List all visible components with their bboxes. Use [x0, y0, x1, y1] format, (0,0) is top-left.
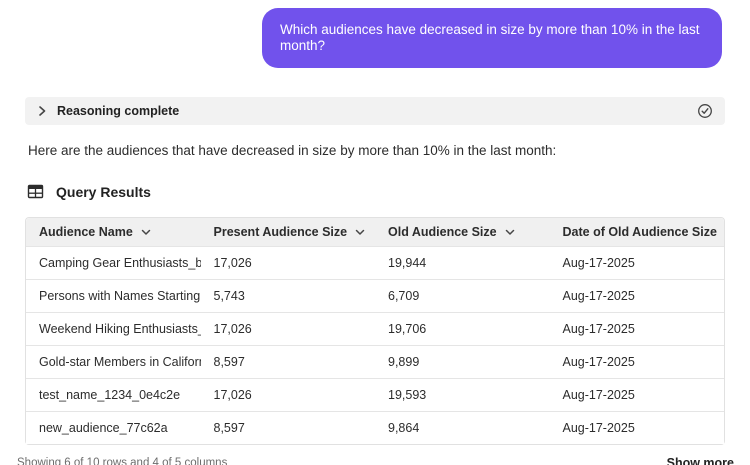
chevron-down-icon: [505, 227, 515, 237]
chat-message-row: Which audiences have decreased in size b…: [0, 0, 750, 68]
cell-audience-name: Weekend Hiking Enthusiasts_35: [26, 312, 201, 345]
cell-old-size: 19,706: [375, 312, 550, 345]
cell-audience-name: new_audience_77c62a: [26, 411, 201, 444]
cell-old-size: 9,864: [375, 411, 550, 444]
chevron-down-icon: [141, 227, 151, 237]
cell-present-size: 17,026: [200, 312, 375, 345]
cell-audience-name: Persons with Names Starting wit: [26, 279, 201, 312]
check-circle-icon: [697, 103, 713, 119]
chevron-right-icon: [37, 106, 47, 116]
table-row: new_audience_77c62a 8,597 9,864 Aug-17-2…: [26, 411, 724, 444]
cell-old-size-date: Aug-17-2025: [549, 312, 724, 345]
table-footer: Showing 6 of 10 rows and 4 of 5 columns …: [17, 456, 734, 465]
cell-old-size-date: Aug-17-2025: [549, 279, 724, 312]
cell-old-size-date: Aug-17-2025: [549, 411, 724, 444]
show-more-button[interactable]: Show more: [666, 456, 734, 465]
answer-intro-text: Here are the audiences that have decreas…: [28, 143, 557, 158]
cell-old-size: 9,899: [375, 345, 550, 378]
cell-present-size: 5,743: [200, 279, 375, 312]
chevron-down-icon: [355, 227, 365, 237]
cell-audience-name: Camping Gear Enthusiasts_bf9d: [26, 246, 201, 279]
cell-audience-name: test_name_1234_0e4c2e: [26, 378, 201, 411]
table-icon: [27, 183, 44, 200]
rows-columns-summary: Showing 6 of 10 rows and 4 of 5 columns: [17, 457, 228, 465]
reasoning-expander[interactable]: Reasoning complete: [25, 97, 725, 125]
query-results-heading: Query Results: [27, 183, 750, 200]
query-results-table: Audience Name Present Audience Size Old …: [25, 217, 725, 445]
table-row: Gold-star Members in California_ 8,597 9…: [26, 345, 724, 378]
table-row: test_name_1234_0e4c2e 17,026 19,593 Aug-…: [26, 378, 724, 411]
table-row: Persons with Names Starting wit 5,743 6,…: [26, 279, 724, 312]
cell-old-size: 19,593: [375, 378, 550, 411]
cell-present-size: 17,026: [200, 246, 375, 279]
cell-present-size: 17,026: [200, 378, 375, 411]
cell-old-size: 19,944: [375, 246, 550, 279]
cell-audience-name: Gold-star Members in California_: [26, 345, 201, 378]
column-header-old-audience-size[interactable]: Old Audience Size: [375, 218, 550, 246]
user-message-bubble: Which audiences have decreased in size b…: [262, 8, 722, 68]
table-row: Weekend Hiking Enthusiasts_35 17,026 19,…: [26, 312, 724, 345]
cell-present-size: 8,597: [200, 411, 375, 444]
cell-old-size-date: Aug-17-2025: [549, 345, 724, 378]
column-header-date-of-old-audience-size[interactable]: Date of Old Audience Size: [549, 218, 724, 246]
column-header-present-audience-size[interactable]: Present Audience Size: [200, 218, 375, 246]
cell-present-size: 8,597: [200, 345, 375, 378]
query-results-title: Query Results: [56, 183, 151, 200]
reasoning-label: Reasoning complete: [57, 104, 180, 118]
cell-old-size: 6,709: [375, 279, 550, 312]
column-header-audience-name[interactable]: Audience Name: [26, 218, 201, 246]
cell-old-size-date: Aug-17-2025: [549, 246, 724, 279]
table-header-row: Audience Name Present Audience Size Old …: [26, 218, 724, 246]
table-row: Camping Gear Enthusiasts_bf9d 17,026 19,…: [26, 246, 724, 279]
cell-old-size-date: Aug-17-2025: [549, 378, 724, 411]
